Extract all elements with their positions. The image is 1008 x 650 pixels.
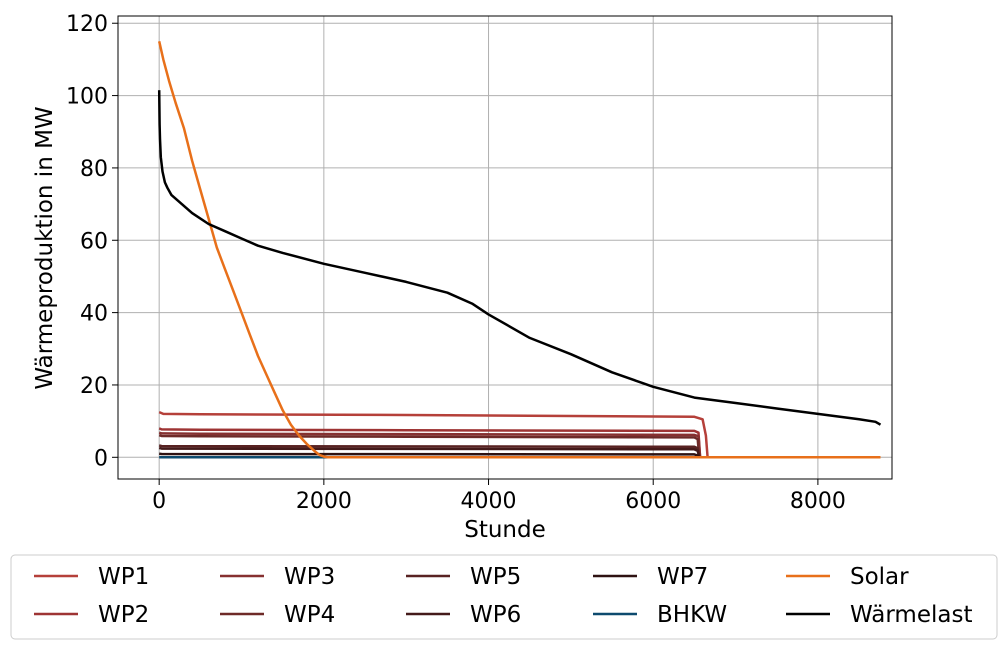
legend-item-wp6: WP6	[406, 602, 521, 628]
legend-item-wp7: WP7	[593, 564, 708, 590]
series-line-waermelast	[157, 90, 882, 426]
ticks: 0 2000 4000 6000 8000 0 20 40 60 80 100 120	[66, 12, 846, 514]
legend-label: WP5	[470, 564, 521, 590]
y-tick-label: 100	[66, 85, 108, 110]
y-tick-label: 120	[66, 12, 108, 37]
legend-item-wp4: WP4	[220, 602, 335, 628]
y-tick-label: 80	[80, 157, 108, 182]
legend-label: WP2	[98, 602, 149, 628]
x-tick-label: 4000	[461, 489, 517, 514]
legend-label: WP7	[657, 564, 708, 590]
x-tick-label: 6000	[625, 489, 681, 514]
legend-item-wp2: WP2	[34, 602, 149, 628]
plot-frame	[117, 15, 893, 480]
legend-item-bhkw: BHKW	[593, 602, 727, 628]
series-line-solar	[157, 41, 881, 459]
legend-item-solar: Solar	[786, 564, 909, 590]
legend-label: WP3	[284, 564, 335, 590]
legend-label: Solar	[850, 564, 909, 590]
legend: WP1 WP2 WP3 WP4 WP5 WP6 WP7 BHKW Solar Wärmelast	[10, 554, 998, 640]
series-layer	[157, 41, 882, 459]
y-tick-label: 60	[80, 229, 108, 254]
legend-label: BHKW	[657, 602, 727, 628]
legend-item-waermelast: Wärmelast	[786, 602, 972, 628]
legend-item-wp5: WP5	[406, 564, 521, 590]
legend-item-wp3: WP3	[220, 564, 335, 590]
x-axis-label: Stunde	[464, 517, 546, 543]
y-tick-label: 40	[80, 302, 108, 327]
y-tick-label: 20	[80, 374, 108, 399]
legend-label: Wärmelast	[850, 602, 972, 628]
x-tick-label: 8000	[790, 489, 846, 514]
x-tick-label: 2000	[296, 489, 352, 514]
y-axis-label: Wärmeproduktion in MW	[32, 106, 58, 389]
legend-item-wp1: WP1	[34, 564, 149, 590]
legend-label: WP6	[470, 602, 521, 628]
y-tick-label: 0	[94, 446, 108, 471]
x-tick-label: 0	[152, 489, 166, 514]
legend-label: WP1	[98, 564, 149, 590]
legend-label: WP4	[284, 602, 335, 628]
series-line-wp1	[158, 410, 881, 459]
